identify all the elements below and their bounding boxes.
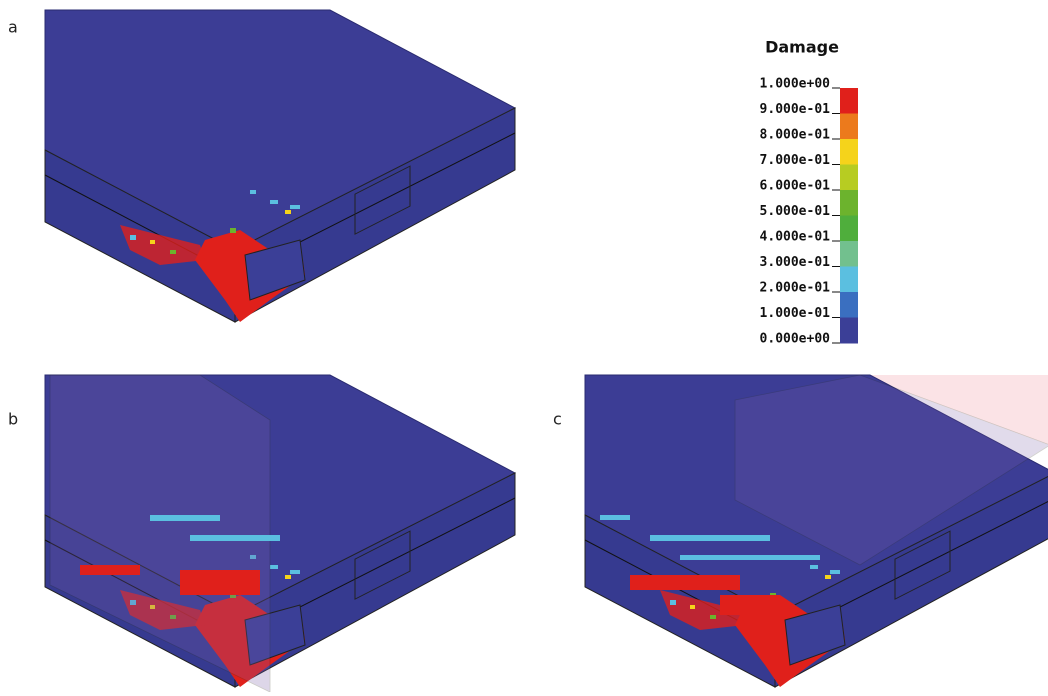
color-band (840, 241, 858, 267)
color-band (840, 190, 858, 216)
color-band (840, 165, 858, 191)
legend-label: 0.000e+00 (760, 332, 831, 347)
color-band (840, 88, 858, 114)
legend-label: 1.000e+00 (760, 77, 831, 92)
panel-label: a (8, 18, 18, 37)
panel-label: c (553, 410, 562, 429)
color-band (840, 114, 858, 140)
legend-label: 5.000e-01 (760, 204, 831, 219)
panel-b (45, 375, 515, 692)
panel-c (585, 375, 1048, 687)
color-band (840, 139, 858, 165)
color-band (840, 318, 858, 344)
legend-title: Damage (765, 38, 839, 57)
legend-label: 7.000e-01 (760, 153, 831, 168)
legend-label: 9.000e-01 (760, 102, 831, 117)
color-band (840, 267, 858, 293)
legend: Damage 1.000e+00 9.000e-01 8.000e-01 7.000e… (760, 38, 858, 347)
damage-model (45, 10, 515, 322)
legend-label: 2.000e-01 (760, 281, 831, 296)
color-band (840, 216, 858, 242)
color-band (840, 292, 858, 318)
legend-label: 6.000e-01 (760, 179, 831, 194)
legend-label: 4.000e-01 (760, 230, 831, 245)
panel-label: b (8, 410, 18, 429)
figure: a b c Damage 1.000e+00 9.000e-01 8.000e-01… (0, 0, 1048, 692)
legend-label: 1.000e-01 (760, 306, 831, 321)
legend-label: 8.000e-01 (760, 128, 831, 143)
legend-label: 3.000e-01 (760, 255, 831, 270)
